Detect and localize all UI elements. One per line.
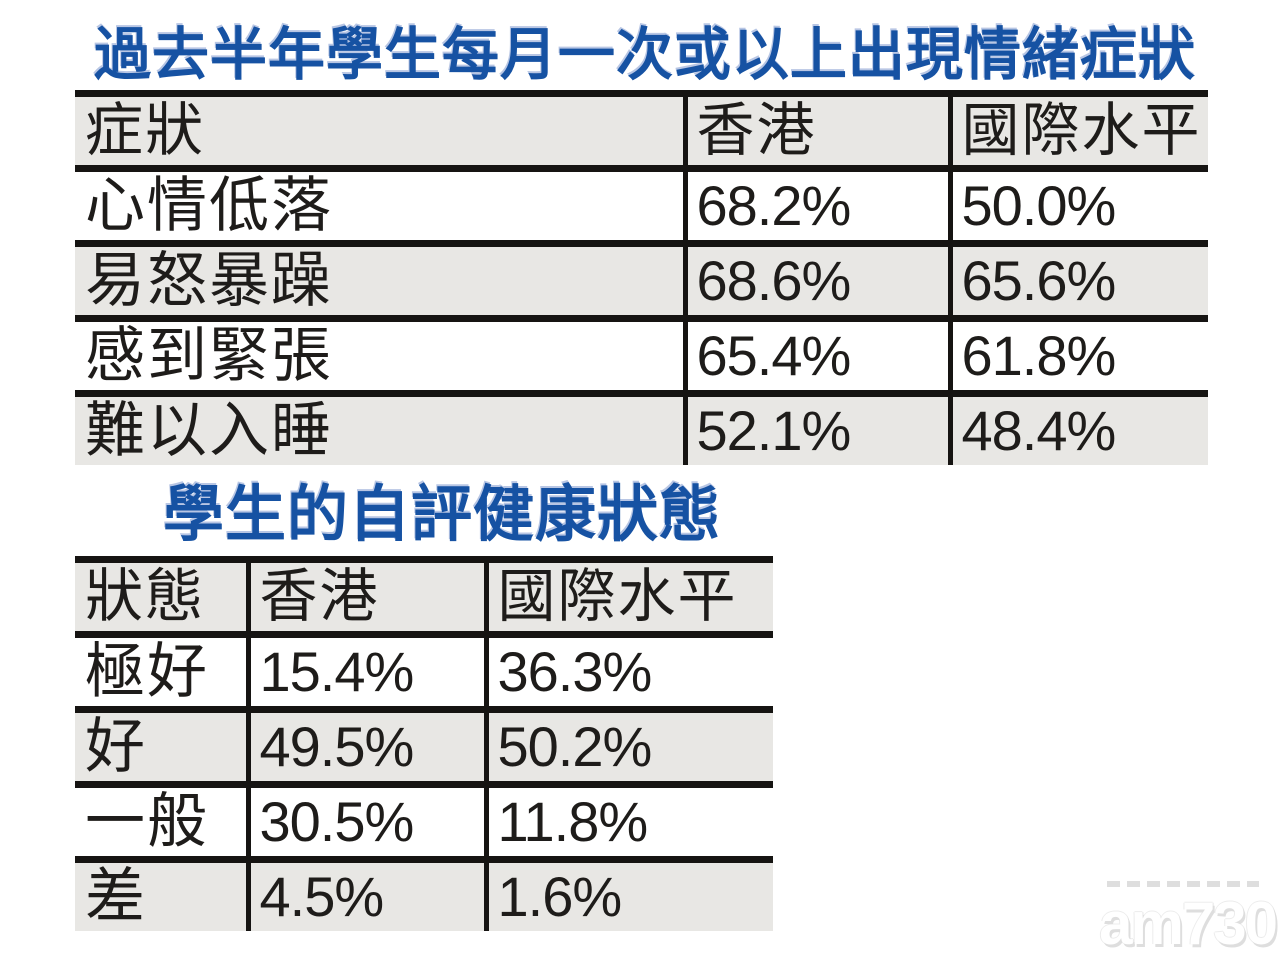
symptom-cell: 感到緊張 — [85, 322, 333, 389]
table-row: 極好 15.4% 36.3% — [75, 634, 773, 710]
intl-value-cell: 50.2% — [483, 709, 773, 785]
table-row: 心情低落 68.2% 50.0% — [75, 168, 1208, 244]
table-row: 易怒暴躁 68.6% 65.6% — [75, 243, 1208, 319]
status-cell: 差 — [85, 863, 147, 930]
emotion-symptoms-table: 症狀 香港 國際水平 心情低落 68.2% 50.0% 易怒暴躁 68.6% 6… — [75, 90, 1208, 465]
status-cell: 好 — [85, 713, 147, 780]
status-cell: 一般 — [85, 788, 209, 855]
symptom-cell: 易怒暴躁 — [85, 247, 333, 314]
table-row: 感到緊張 65.4% 61.8% — [75, 318, 1208, 394]
column-header-international: 國際水平 — [947, 93, 1208, 169]
intl-value-cell: 65.6% — [947, 243, 1208, 319]
table-header-row: 狀態 香港 國際水平 — [75, 559, 773, 635]
am730-logo-text: am730 — [1099, 890, 1278, 957]
symptom-cell: 心情低落 — [85, 172, 333, 239]
hk-value-cell: 49.5% — [245, 709, 486, 785]
hk-value-cell: 52.1% — [682, 393, 950, 465]
watermark-tagline-strip — [1107, 881, 1260, 887]
health-table-title: 學生的自評健康狀態 — [163, 480, 722, 548]
intl-value-cell: 11.8% — [483, 784, 773, 860]
intl-value-cell: 61.8% — [947, 318, 1208, 394]
column-header-international: 國際水平 — [483, 559, 773, 635]
table-row: 好 49.5% 50.2% — [75, 709, 773, 785]
table-header-row: 症狀 香港 國際水平 — [75, 93, 1208, 169]
symptom-cell: 難以入睡 — [85, 397, 333, 464]
hk-value-cell: 15.4% — [245, 634, 486, 710]
hk-value-cell: 68.6% — [682, 243, 950, 319]
intl-value-cell: 48.4% — [947, 393, 1208, 465]
table-row: 難以入睡 52.1% 48.4% — [75, 393, 1208, 465]
column-header-symptom: 症狀 — [85, 98, 206, 163]
self-rated-health-table: 狀態 香港 國際水平 極好 15.4% 36.3% 好 49.5% 50.2% … — [75, 556, 773, 931]
am730-watermark: am730 — [1099, 881, 1278, 957]
column-header-hongkong: 香港 — [682, 93, 950, 169]
hk-value-cell: 30.5% — [245, 784, 486, 860]
hk-value-cell: 65.4% — [682, 318, 950, 394]
intl-value-cell: 36.3% — [483, 634, 773, 710]
intl-value-cell: 1.6% — [483, 859, 773, 931]
table-row: 一般 30.5% 11.8% — [75, 784, 773, 860]
status-cell: 極好 — [85, 638, 209, 705]
hk-value-cell: 68.2% — [682, 168, 950, 244]
table-row: 差 4.5% 1.6% — [75, 859, 773, 931]
column-header-hongkong: 香港 — [245, 559, 486, 635]
intl-value-cell: 50.0% — [947, 168, 1208, 244]
emotion-table-title: 過去半年學生每月一次或以上出現情緒症狀 — [94, 23, 1196, 87]
column-header-status: 狀態 — [85, 564, 206, 629]
hk-value-cell: 4.5% — [245, 859, 486, 931]
